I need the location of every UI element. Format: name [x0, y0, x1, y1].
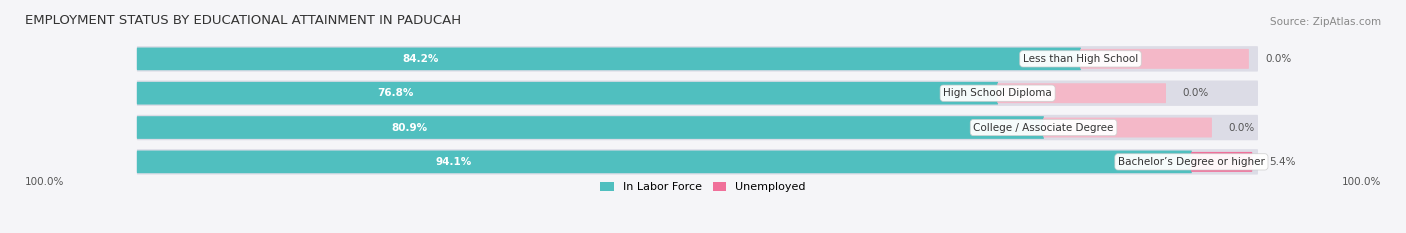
Text: EMPLOYMENT STATUS BY EDUCATIONAL ATTAINMENT IN PADUCAH: EMPLOYMENT STATUS BY EDUCATIONAL ATTAINM… — [25, 14, 461, 27]
Text: 0.0%: 0.0% — [1265, 54, 1292, 64]
Text: Source: ZipAtlas.com: Source: ZipAtlas.com — [1270, 17, 1381, 27]
FancyBboxPatch shape — [136, 116, 1045, 139]
FancyBboxPatch shape — [136, 149, 1258, 175]
Text: 0.0%: 0.0% — [1229, 123, 1254, 133]
FancyBboxPatch shape — [1080, 49, 1249, 69]
FancyBboxPatch shape — [997, 83, 1166, 103]
Text: 76.8%: 76.8% — [377, 88, 413, 98]
Text: 100.0%: 100.0% — [1341, 177, 1381, 187]
Text: High School Diploma: High School Diploma — [943, 88, 1052, 98]
Text: 0.0%: 0.0% — [1182, 88, 1209, 98]
FancyBboxPatch shape — [136, 48, 1081, 70]
FancyBboxPatch shape — [1043, 118, 1212, 137]
Legend: In Labor Force, Unemployed: In Labor Force, Unemployed — [600, 182, 806, 192]
Text: Less than High School: Less than High School — [1024, 54, 1137, 64]
Text: 84.2%: 84.2% — [402, 54, 439, 64]
Text: 5.4%: 5.4% — [1268, 157, 1295, 167]
FancyBboxPatch shape — [136, 151, 1192, 173]
FancyBboxPatch shape — [136, 82, 998, 105]
FancyBboxPatch shape — [1191, 152, 1253, 172]
FancyBboxPatch shape — [136, 80, 1258, 106]
Text: 100.0%: 100.0% — [25, 177, 65, 187]
Text: 94.1%: 94.1% — [436, 157, 471, 167]
FancyBboxPatch shape — [136, 46, 1258, 72]
Text: Bachelor’s Degree or higher: Bachelor’s Degree or higher — [1118, 157, 1265, 167]
Text: 80.9%: 80.9% — [391, 123, 427, 133]
Text: College / Associate Degree: College / Associate Degree — [973, 123, 1114, 133]
FancyBboxPatch shape — [136, 115, 1258, 140]
